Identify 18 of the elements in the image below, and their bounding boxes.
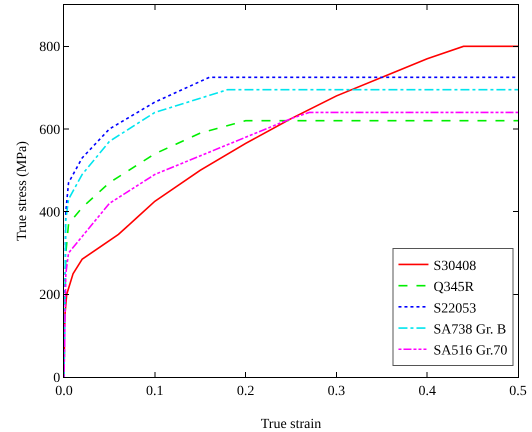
x-tick-label: 0.2 [236,384,254,399]
y-tick-label: 800 [39,40,60,56]
y-tick-label: 600 [39,122,60,138]
legend-label: SA738 Gr. B [433,322,506,338]
y-tick-label: 200 [39,288,60,304]
legend-label: Q345R [433,280,475,296]
x-tick-label: 0.0 [55,384,73,399]
y-axis-title: True stress (MPa) [15,140,30,241]
x-tick-label: 0.4 [418,384,436,399]
x-tick-label: 0.3 [328,384,346,399]
legend-label: SA516 Gr.70 [433,344,508,359]
x-axis-title: True strain [260,417,322,432]
x-tick-label: 0.5 [509,384,527,399]
legend-label: S22053 [433,301,476,316]
y-tick-label: 0 [53,370,60,386]
y-tick-label: 400 [39,206,60,221]
x-tick-label: 0.1 [146,384,164,399]
legend-label: S30408 [433,258,476,274]
